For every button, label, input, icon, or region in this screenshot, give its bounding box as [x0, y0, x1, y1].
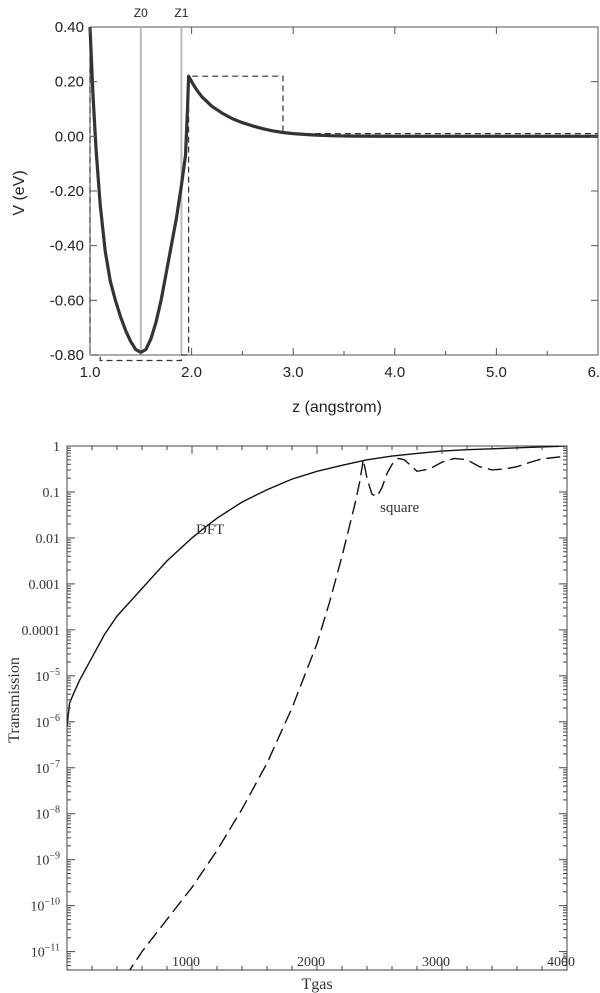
reference-label-z1: Z1 [174, 6, 188, 20]
annotation-dft: DFT [196, 522, 224, 538]
bottom-x-axis-label: Tgas [301, 976, 332, 993]
top-x-tick-label: 3.0 [283, 364, 304, 381]
top-y-tick-label: -0.40 [50, 238, 84, 255]
bottom-y-tick-label: 10−5 [35, 667, 60, 685]
square-well-dashed-line [89, 27, 598, 362]
bottom-y-tick-label: 10−6 [35, 713, 60, 731]
dft-transmission-line [67, 446, 567, 727]
top-y-tick-label: -0.80 [50, 347, 84, 364]
bottom-x-tick-label: 4000 [547, 955, 575, 970]
annotation-square: square [380, 500, 419, 516]
bottom-series-group [67, 446, 567, 970]
bottom-y-tick-label: 0.001 [29, 578, 61, 593]
bottom-y-tick-label: 10−10 [30, 897, 60, 915]
top-y-axis-label: V (eV) [11, 170, 28, 215]
top-x-tick-label: 5.0 [486, 364, 507, 381]
bottom-y-tick-label: 1 [53, 440, 60, 455]
potential-curve-line [88, 26, 598, 354]
bottom-x-tick-label: 3000 [422, 955, 450, 970]
bottom-y-tick-label: 0.1 [43, 486, 61, 501]
top-ticks-group: 1.0 2.0 3.0 4.0 5.0 6.0 -0.80 -0.60 -0.40 -0.20 0.… [50, 19, 600, 381]
top-x-tick-label: 1.0 [80, 364, 101, 381]
bottom-y-tick-label: 10−7 [35, 759, 60, 777]
top-x-tick-label: 2.0 [181, 364, 202, 381]
top-y-tick-label: 0.00 [55, 128, 84, 145]
bottom-ticks-group: 1 0.1 0.01 0.001 0.0001 10−5 10−6 10−7 10−8 10−9 1… [22, 440, 575, 971]
potential-chart: Z0 Z1 1.0 2.0 3.0 4.0 5.0 6.0 -0.80 -0.60 -0.40 -0… [11, 6, 600, 416]
top-x-axis-label: z (angstrom) [292, 399, 382, 416]
bottom-y-tick-label: 10−11 [31, 943, 60, 961]
transmission-chart: 1 0.1 0.01 0.001 0.0001 10−5 10−6 10−7 10−8 10−9 1… [6, 440, 575, 993]
bottom-y-tick-label: 0.01 [36, 532, 61, 547]
top-x-tick-label: 6.0 [588, 364, 600, 381]
bottom-y-tick-label: 10−8 [35, 805, 60, 823]
bottom-y-tick-label: 0.0001 [22, 624, 61, 639]
top-y-tick-label: 0.40 [55, 19, 84, 36]
bottom-x-tick-label: 2000 [297, 955, 325, 970]
bottom-x-tick-label: 1000 [172, 955, 200, 970]
top-x-tick-label: 4.0 [384, 364, 405, 381]
top-y-tick-label: -0.20 [50, 183, 84, 200]
top-y-tick-label: 0.20 [55, 74, 84, 91]
bottom-plot-frame [66, 445, 568, 971]
top-series-group [88, 26, 598, 362]
square-transmission-line [128, 455, 567, 970]
reference-label-z0: Z0 [134, 6, 148, 20]
bottom-y-axis-label: Transmission [6, 657, 23, 743]
top-y-tick-label: -0.60 [50, 292, 84, 309]
bottom-y-tick-label: 10−9 [35, 851, 60, 869]
top-plot-frame [89, 26, 599, 356]
